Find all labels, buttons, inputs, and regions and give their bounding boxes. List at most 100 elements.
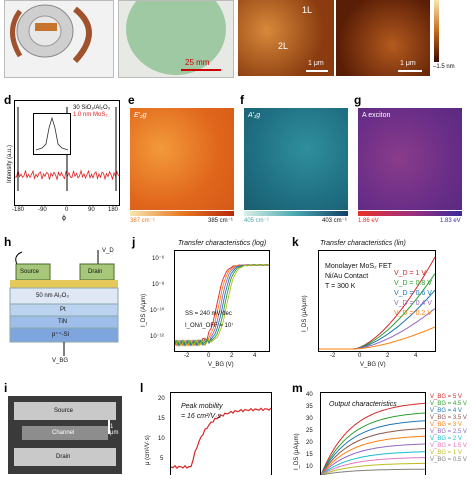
- colorbar-g: [358, 211, 462, 216]
- j-series-line: [174, 264, 270, 347]
- h-drain: Drain: [88, 269, 103, 275]
- m-series-line: [320, 420, 426, 476]
- m-series-line: [320, 468, 425, 476]
- m-series-line: [320, 457, 425, 476]
- j-xtick-4: 4: [253, 353, 257, 359]
- j-ss: SS = 240 mV/dec: [185, 311, 232, 317]
- g-title: A exciton: [362, 112, 391, 119]
- m-legend-item: V_BG = 3.5 V: [430, 415, 467, 421]
- scale-label-c-right: 1 μm: [400, 60, 416, 67]
- colorbar-e: [130, 211, 234, 216]
- f-cmin: 405 cm⁻¹: [244, 218, 269, 224]
- m-legend: V_BG = 5 V V_BG = 4.5 V V_BG = 4 V V_BG …: [430, 394, 467, 463]
- d-xtick-5: 180: [108, 207, 119, 213]
- sem-source-label: Source: [54, 408, 74, 414]
- afm-colorbar-min: –1.5 nm: [433, 64, 455, 70]
- j-ytick-1: 10⁻⁶: [152, 256, 165, 262]
- m-ytick-6: 15: [306, 452, 313, 458]
- device-schematic-h: V_D Source Drain 50 nm Al₂O₃ Pt TiN p⁺⁺-…: [6, 246, 122, 370]
- j-xtick-1: -2: [184, 353, 190, 359]
- d-inset-curve: [35, 116, 69, 151]
- m-legend-item: V_BG = 1 V: [430, 450, 462, 456]
- l-plot: Peak mobility = 16 cm²/V·s: [170, 392, 272, 475]
- reactor-illustration: [10, 4, 92, 64]
- scale-bar-b: [181, 69, 221, 71]
- d-legend-1: 30 SiO₂/Al₂O₃: [73, 105, 111, 111]
- j-series-line: [174, 264, 270, 347]
- k-info-3: T = 300 K: [325, 283, 356, 290]
- label-2l: 2L: [278, 41, 289, 51]
- h-source: Source: [20, 269, 40, 275]
- scale-label-b: 25 mm: [185, 58, 210, 67]
- j-title: Transfer characteristics (log): [178, 240, 267, 247]
- panel-label-h: h: [4, 235, 12, 249]
- panel-b-wafer-photo: 25 mm: [118, 0, 234, 78]
- m-legend-item: V_BG = 5 V: [430, 394, 462, 400]
- k-series-line: [319, 326, 436, 350]
- m-legend-item: V_BG = 4.5 V: [430, 401, 467, 407]
- panel-c-afm-right: [336, 0, 430, 76]
- j-ylabel: I_DS (A/μm): [141, 293, 147, 327]
- k-xtick-4: 4: [414, 353, 418, 359]
- m-series-line: [320, 428, 426, 476]
- m-series-line: [320, 451, 426, 476]
- sem-drain-pad: [14, 448, 116, 466]
- m-curves: [320, 402, 426, 476]
- wafer-image: [126, 0, 226, 75]
- k-plot: Monolayer MoS₂ FET Ni/Au Contact T = 300…: [318, 250, 436, 352]
- l-ylabel: μ (cm²/V·s): [145, 435, 151, 465]
- m-legend-item: V_BG = 4 V: [430, 408, 462, 414]
- j-ytick-2: 10⁻⁸: [152, 282, 165, 288]
- raman-map-e: [130, 108, 234, 210]
- m-ytick-1: 40: [306, 392, 313, 398]
- m-ytick-2: 35: [306, 404, 313, 410]
- m-ytick-4: 25: [306, 428, 313, 434]
- d-legend-2: 1.0 nm MoS₂: [73, 112, 108, 118]
- panel-label-i: i: [4, 381, 8, 395]
- g-cmax: 1.83 eV: [440, 218, 461, 224]
- j-ytick-3: 10⁻¹⁰: [150, 308, 165, 314]
- panel-c-afm-left: [238, 0, 334, 76]
- panel-label-e: e: [128, 93, 135, 107]
- d-inset: [33, 113, 71, 155]
- j-series-line: [174, 264, 270, 347]
- h-psi: p⁺⁺-Si: [52, 332, 70, 338]
- label-1l: 1L: [302, 5, 313, 15]
- k-xlabel: V_BG (V): [360, 362, 386, 368]
- m-legend-item: V_BG = 2 V: [430, 436, 462, 442]
- d-xlabel: ϕ: [62, 215, 66, 222]
- d-plot: 30 SiO₂/Al₂O₃ 1.0 nm MoS₂: [14, 100, 120, 206]
- k-legend-item: V_D = 0.6 V: [394, 290, 432, 297]
- m-series-line: [320, 412, 426, 476]
- e-title: E′₂g: [134, 112, 147, 119]
- l-ytick-3: 10: [158, 436, 165, 442]
- scale-bar-c-left: [306, 70, 328, 72]
- h-vd: V_D: [102, 248, 114, 254]
- j-plot: SS = 240 mV/dec I_ON/I_OFF = 10⁷: [174, 250, 270, 352]
- k-curves: [319, 256, 436, 350]
- m-ytick-5: 20: [306, 440, 313, 446]
- sem-image-i: Source Channel Drain 1 μm: [8, 396, 122, 474]
- panel-label-j: j: [132, 235, 136, 249]
- j-xtick-2: 0: [207, 353, 211, 359]
- g-cmin: 1.86 eV: [358, 218, 379, 224]
- panel-label-f: f: [240, 93, 244, 107]
- m-legend-item: V_BG = 0.5 V: [430, 457, 467, 463]
- m-series-line: [320, 443, 426, 476]
- sem-scale-bar: [108, 420, 110, 434]
- f-title: A′₁g: [248, 112, 261, 119]
- panel-label-m: m: [292, 381, 303, 395]
- h-al2o3: 50 nm Al₂O₃: [36, 293, 69, 299]
- d-xtick-4: 90: [88, 207, 95, 213]
- m-ylabel: I_DS (μA/μm): [294, 433, 300, 470]
- k-xtick-1: -2: [330, 353, 336, 359]
- j-series-line: [174, 264, 270, 347]
- l-line-1: Peak mobility: [181, 403, 223, 410]
- colorbar-f: [244, 211, 348, 216]
- k-title: Transfer characteristics (lin): [320, 240, 406, 247]
- m-legend-item: V_BG = 3 V: [430, 422, 462, 428]
- k-xtick-3: 2: [386, 353, 390, 359]
- m-title: Output characteristics: [329, 401, 397, 408]
- h-tin: TiN: [58, 319, 68, 325]
- sem-scale-label: 1 μm: [110, 424, 119, 436]
